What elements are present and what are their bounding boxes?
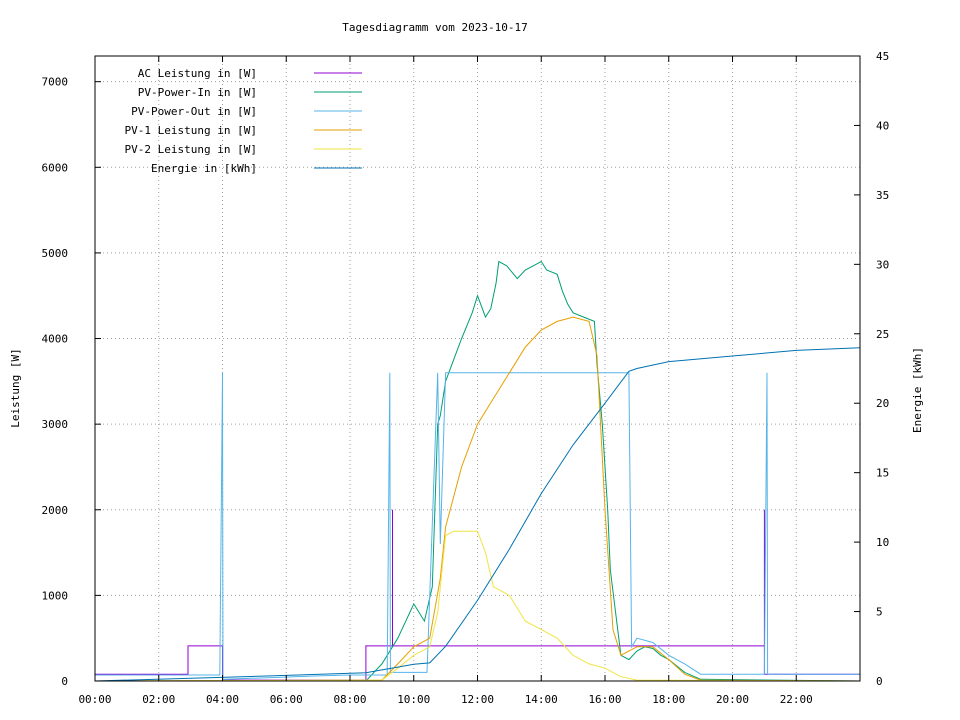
axes: 00:00 02:00 04:00 06:00 08:00 10:00 12:00 14:00… xyxy=(42,50,890,706)
y2-tick-label: 25 xyxy=(876,328,889,341)
x-tick-label: 12:00 xyxy=(461,693,494,706)
legend-label: AC Leistung in [W] xyxy=(138,67,257,80)
x-tick-label: 22:00 xyxy=(780,693,813,706)
y2-tick-label: 5 xyxy=(876,606,883,619)
series-line-4 xyxy=(94,316,861,682)
series-layer xyxy=(94,260,861,682)
x-tick-label: 08:00 xyxy=(333,693,366,706)
y-tick-label: 4000 xyxy=(42,333,69,346)
y2-tick-label: 0 xyxy=(876,675,883,688)
y2-tick-label: 20 xyxy=(876,397,889,410)
y2-tick-label: 15 xyxy=(876,467,889,480)
y2-tick-label: 10 xyxy=(876,536,889,549)
series-line-3 xyxy=(95,372,860,680)
y-tick-label: 0 xyxy=(61,675,68,688)
x-tick-label: 18:00 xyxy=(652,693,685,706)
y2-tick-label: 30 xyxy=(876,258,889,271)
x-tick-label: 00:00 xyxy=(78,693,111,706)
series-line-5 xyxy=(94,530,861,682)
legend: AC Leistung in [W] PV-Power-In in [W] PV-P… xyxy=(125,67,362,175)
legend-label: PV-2 Leistung in [W] xyxy=(125,143,257,156)
series-line-6 xyxy=(94,347,861,682)
x-tick-label: 14:00 xyxy=(525,693,558,706)
x-tick-label: 16:00 xyxy=(588,693,621,706)
x-tick-label: 06:00 xyxy=(270,693,303,706)
y-tick-label: 2000 xyxy=(42,504,69,517)
legend-label: PV-Power-Out in [W] xyxy=(131,105,257,118)
legend-label: Energie in [kWh] xyxy=(151,162,257,175)
y2-axis-label: Energie [kWh] xyxy=(911,347,924,433)
x-tick-label: 20:00 xyxy=(716,693,749,706)
legend-label: PV-Power-In in [W] xyxy=(138,86,257,99)
y-tick-label: 5000 xyxy=(42,247,69,260)
y2-tick-label: 35 xyxy=(876,189,889,202)
y2-tick-label: 45 xyxy=(876,50,889,63)
series-line-1 xyxy=(95,509,860,681)
x-tick-label: 10:00 xyxy=(397,693,430,706)
y-tick-label: 3000 xyxy=(42,418,69,431)
y-axis-label: Leistung [W] xyxy=(9,348,22,427)
y-tick-label: 6000 xyxy=(42,161,69,174)
grid xyxy=(95,56,860,681)
chart-title: Tagesdiagramm vom 2023-10-17 xyxy=(342,21,527,34)
legend-label: PV-1 Leistung in [W] xyxy=(125,124,257,137)
y-tick-label: 1000 xyxy=(42,589,69,602)
x-tick-label: 02:00 xyxy=(142,693,175,706)
y-tick-label: 7000 xyxy=(42,76,69,89)
y2-tick-label: 40 xyxy=(876,119,889,132)
x-tick-label: 04:00 xyxy=(206,693,239,706)
